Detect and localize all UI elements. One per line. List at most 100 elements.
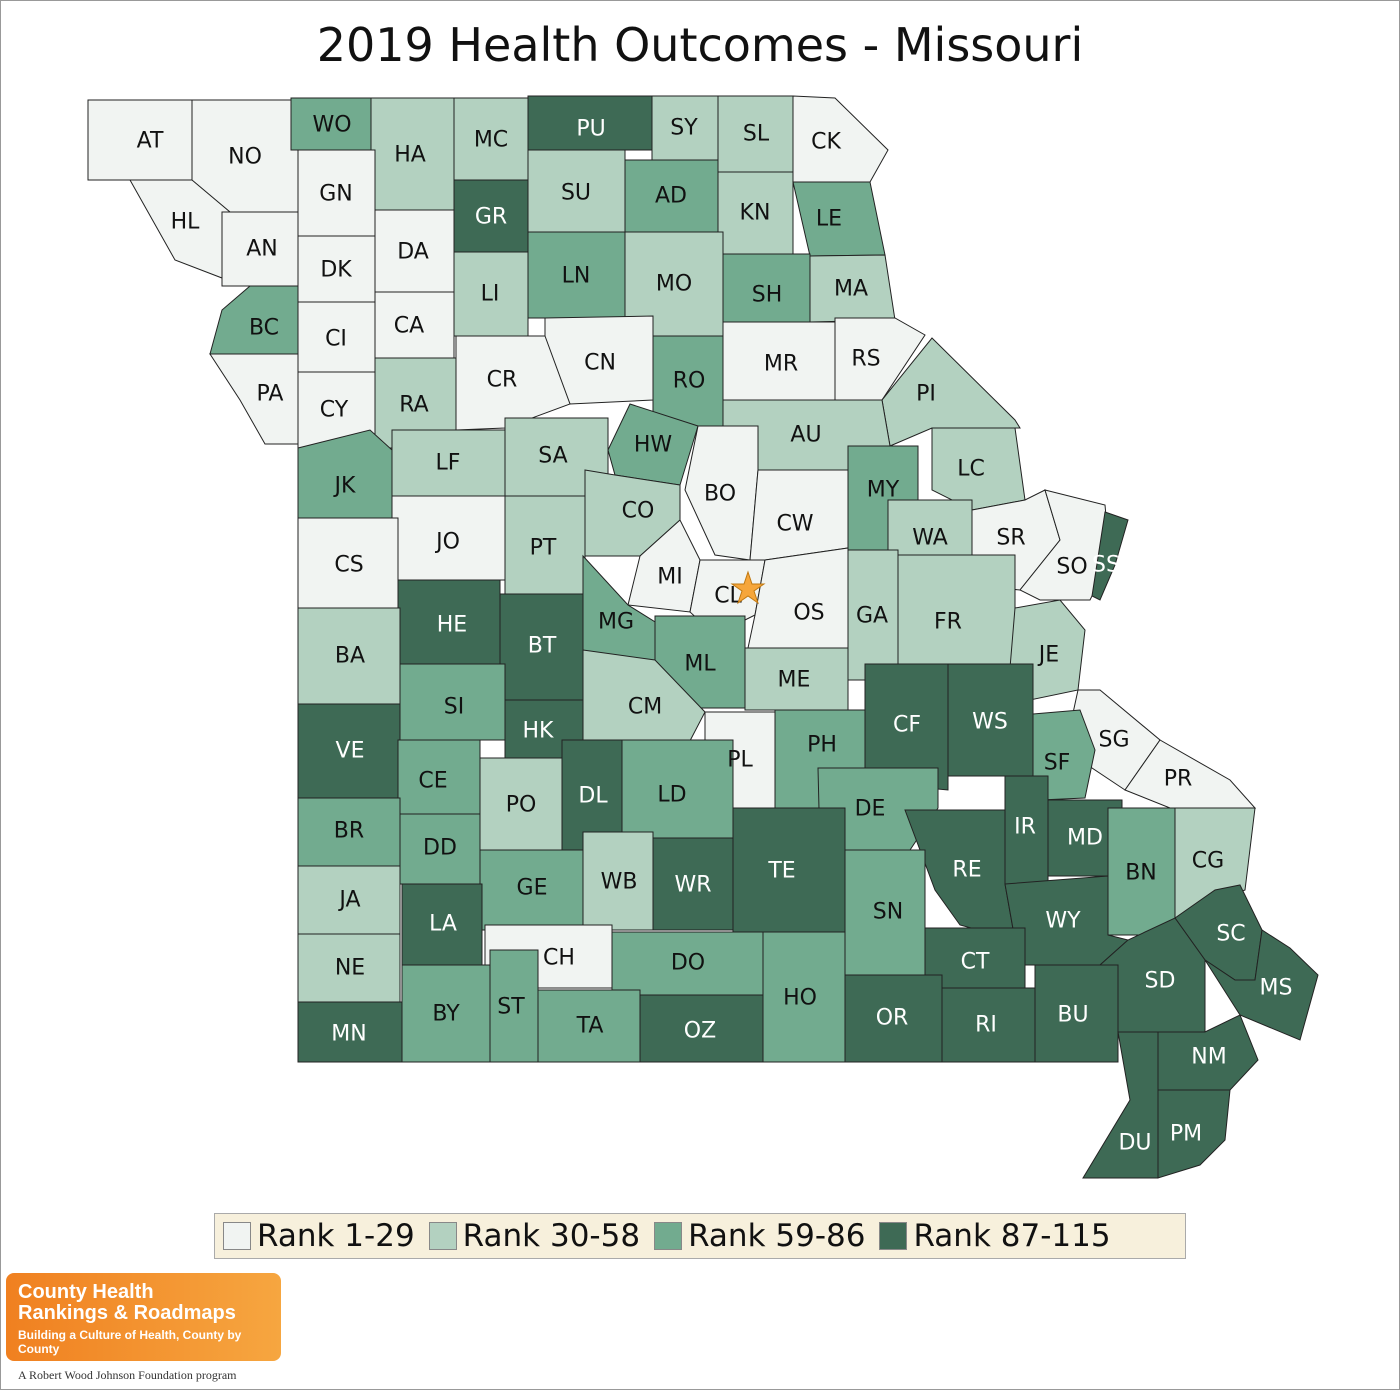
county-label: KN [740, 201, 771, 226]
county-label: WR [674, 873, 711, 898]
county-health-rankings-logo: County Health Rankings & Roadmaps Buildi… [6, 1273, 281, 1361]
county-label: RA [399, 393, 428, 418]
county-su [527, 149, 626, 233]
county-label: TA [576, 1014, 604, 1039]
county-label: MO [656, 272, 692, 297]
county-label: RO [673, 369, 706, 394]
county-ci [297, 301, 376, 373]
county-label: TE [767, 859, 795, 884]
county-label: CG [1192, 849, 1224, 874]
county-cr [455, 335, 571, 431]
county-lf [391, 429, 506, 505]
county-label: RI [975, 1013, 997, 1038]
county-label: NO [228, 145, 262, 170]
county-label: PU [576, 117, 605, 142]
county-label: VE [336, 739, 365, 764]
county-label: MG [598, 610, 634, 635]
county-label: BO [704, 482, 736, 507]
legend: Rank 1-29 Rank 30-58 Rank 59-86 Rank 87-… [214, 1213, 1186, 1259]
county-ga [847, 549, 899, 681]
county-label: CE [418, 769, 447, 794]
county-label: GE [517, 876, 548, 901]
county-label: ME [778, 668, 811, 693]
county-label: SN [873, 900, 903, 925]
county-ve [297, 703, 401, 799]
star-icon [730, 570, 766, 605]
county-ce [397, 739, 481, 815]
county-label: CR [487, 368, 518, 393]
county-sy [651, 95, 719, 161]
county-label: PT [530, 536, 557, 561]
county-at [87, 99, 193, 181]
county-label: HE [437, 613, 467, 638]
county-label: CO [622, 499, 655, 524]
county-label: CW [776, 512, 813, 537]
county-label: LI [481, 282, 500, 307]
county-ct [924, 927, 1026, 989]
county-br [297, 797, 401, 867]
county-label: WS [972, 710, 1008, 735]
county-oz [639, 994, 764, 1063]
county-label: PH [807, 733, 837, 758]
county-label: PO [506, 793, 537, 818]
legend-swatch [879, 1222, 908, 1250]
county-label: DL [578, 784, 608, 809]
county-label: BC [249, 316, 279, 341]
county-label: SF [1044, 751, 1071, 776]
county-sl [717, 95, 794, 173]
county-he [397, 579, 501, 665]
county-label: OS [793, 601, 824, 626]
county-label: LF [436, 451, 461, 476]
county-label: BR [334, 819, 364, 844]
county-ge [479, 849, 584, 931]
page-title: 2019 Health Outcomes - Missouri [316, 18, 1084, 72]
county-label: SI [444, 695, 464, 720]
county-label: AD [655, 184, 687, 209]
logo-line-2: Rankings & Roadmaps [18, 1302, 236, 1324]
county-label: DK [320, 258, 352, 283]
missouri-county-map: AT NO WO HA MC PU SY SL CK HL GN GR SU AD KN LE AN DK DA LI… [87, 95, 1319, 1179]
county-label: CN [584, 351, 616, 376]
county-label: SG [1098, 728, 1129, 753]
legend-label: Rank 87-115 [913, 1218, 1111, 1254]
county-la [401, 883, 483, 966]
county-label: SU [561, 181, 591, 206]
legend-item-rank-87-115: Rank 87-115 [879, 1218, 1111, 1254]
county-label: MC [474, 128, 508, 153]
county-ck [792, 95, 889, 183]
county-hw [607, 403, 699, 486]
county-label: LA [429, 912, 457, 937]
county-label: PM [1170, 1122, 1202, 1147]
county-label: SS [1092, 553, 1120, 578]
county-label: SL [743, 122, 770, 147]
county-label: BA [335, 644, 365, 669]
county-pm [1157, 1089, 1231, 1179]
county-bn [1107, 807, 1176, 936]
county-label: SR [996, 526, 1025, 551]
legend-label: Rank 59-86 [688, 1218, 866, 1254]
county-label: ST [497, 995, 525, 1020]
county-label: SD [1145, 969, 1176, 994]
county-label: CS [334, 553, 363, 578]
county-mn [297, 1001, 403, 1063]
county-label: HW [634, 433, 673, 458]
legend-item-rank-59-86: Rank 59-86 [654, 1218, 865, 1254]
county-label: HL [171, 210, 201, 235]
county-label: JA [337, 888, 360, 913]
county-label: WB [601, 870, 638, 895]
county-label: ML [684, 652, 716, 677]
county-ta [537, 989, 641, 1063]
county-me [744, 647, 849, 711]
county-no [191, 99, 299, 213]
county-pu [527, 95, 653, 151]
county-label: GA [856, 604, 888, 629]
county-label: LE [816, 207, 842, 232]
county-gr [453, 179, 529, 253]
county-pt [504, 495, 586, 599]
county-mr [722, 321, 836, 401]
county-label: HA [394, 143, 426, 168]
county-label: MS [1260, 976, 1293, 1001]
county-ad [624, 159, 719, 233]
county-label: JE [1037, 643, 1059, 668]
county-label: MY [867, 478, 900, 503]
